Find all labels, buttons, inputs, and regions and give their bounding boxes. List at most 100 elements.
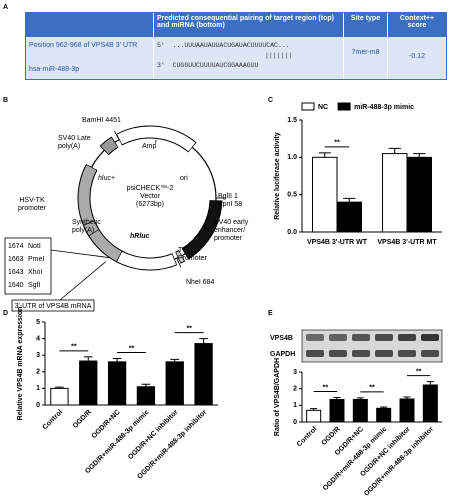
y-tick-label: 1.5	[287, 117, 297, 124]
sv40-early	[182, 200, 222, 259]
significance-label: **	[323, 384, 329, 391]
y-axis-label: Relative luciferase activity	[274, 132, 281, 220]
y-tick-label: 1	[36, 385, 40, 392]
blot-band	[375, 334, 393, 341]
blot-band	[306, 334, 324, 341]
error-bar	[318, 152, 331, 158]
bar	[399, 398, 415, 423]
significance-label: **	[186, 325, 192, 332]
error-bar	[199, 338, 208, 344]
blot	[301, 329, 443, 363]
y-axis-label: Ratio of VPS4B/GAPDH	[274, 358, 281, 436]
y-tick-label: 0.0	[287, 229, 297, 236]
mirna-seq-line: 3' CUGGUUCUUUUAUCGGAAAGUU	[157, 62, 340, 69]
bar	[422, 384, 438, 423]
panel-label: A	[3, 4, 8, 11]
map-label: ori	[180, 175, 188, 182]
insert-box	[11, 299, 95, 312]
map-label: NheI 684	[186, 279, 215, 286]
bar	[352, 399, 368, 423]
map-label: BamHI 4451	[82, 117, 121, 124]
target-table: Predicted consequential pairing of targe…	[25, 12, 447, 80]
map-label: SV40 Late	[58, 135, 91, 142]
map-label: 1674	[8, 243, 24, 250]
blot-band	[421, 334, 439, 341]
map-label: 1663	[8, 256, 24, 263]
insert-arrow	[59, 261, 106, 301]
map-label: Promoter	[178, 255, 207, 262]
error-bar	[426, 381, 434, 385]
panel-label: C	[268, 97, 273, 104]
blot-band	[329, 350, 347, 357]
map-label: (6273bp)	[136, 201, 164, 208]
map-label: Amp	[142, 143, 157, 150]
map-label: 3'-UTR of VPS4B mRNA	[15, 303, 92, 310]
bar	[50, 387, 69, 406]
site-pointer	[50, 249, 110, 259]
row-label: Position 962-968 of VPS4B 3' UTR hsa-miR…	[26, 37, 154, 79]
x-tick-label: VPS4B 3'-UTR WT	[307, 239, 368, 246]
y-tick-label: 2	[293, 386, 297, 393]
x-tick-label: OGD/R+NC	[91, 409, 122, 440]
map-label: HSV-TK	[19, 197, 45, 204]
bar	[79, 360, 98, 406]
y-tick-label: 3	[36, 352, 40, 359]
pairing-cell: 5' ...UUUAAUAUUACUGAUACUUUUCAC... ||||||…	[154, 37, 344, 79]
bar	[336, 201, 362, 233]
header-blank	[26, 13, 154, 37]
y-tick-label: 1.0	[287, 154, 297, 161]
map-label: psiCHECK™-2	[127, 185, 174, 192]
bar	[382, 153, 408, 233]
header-cell: Predicted consequential pairing of targe…	[154, 13, 344, 37]
bar	[306, 409, 322, 423]
map-label: promoter	[214, 235, 243, 242]
map-label: Vector	[140, 193, 161, 200]
x-tick-label: OGD/R	[321, 426, 342, 447]
map-label: 1640	[8, 282, 24, 289]
x-tick-label: Control	[296, 426, 319, 449]
seq: ...UUUAAUAUUACUGAUACUUUUCAC...	[172, 42, 290, 49]
bar	[312, 156, 338, 233]
header-cell: Context++ score	[399, 15, 435, 29]
blot-band	[352, 334, 370, 341]
y-tick-label: 0	[293, 419, 297, 426]
y-axis-label: Relative VPS4B mRNA expression	[17, 307, 24, 421]
map-label: poly(A)	[58, 143, 80, 150]
significance-label: **	[129, 345, 135, 352]
site-type: 7mer-m8	[344, 37, 388, 79]
y-tick-label: 4	[36, 335, 40, 342]
error-bar	[112, 358, 122, 362]
blot-band	[398, 350, 416, 357]
mirna-label: hsa-miR-488-3p	[29, 66, 80, 73]
map-label: T7	[178, 247, 186, 254]
bar	[165, 361, 184, 406]
header-cell: Site type	[344, 13, 388, 37]
y-tick-label: 0	[36, 402, 40, 409]
seq: CUGGUUCUUUUAUCGGAAAGUU	[172, 62, 259, 69]
sv40-late	[100, 137, 118, 155]
error-bar	[388, 147, 401, 154]
map-label: NotI	[28, 243, 41, 250]
hluc-gene	[78, 165, 125, 263]
legend-swatch	[337, 102, 351, 111]
legend-swatch	[301, 102, 315, 111]
blot-band	[421, 350, 439, 357]
bar	[406, 156, 432, 233]
y-tick-label: 0.5	[287, 192, 297, 199]
map-label: r	[155, 139, 158, 146]
y-tick-label: 2	[36, 369, 40, 376]
blot-label: GAPDH	[270, 351, 295, 358]
significance-label: **	[416, 369, 422, 376]
bar	[136, 386, 156, 406]
map-label: 1643	[8, 269, 24, 276]
blot-band	[329, 334, 347, 341]
hsv-tk	[83, 221, 99, 236]
y-tick-label: 5	[36, 319, 40, 326]
hrluc-gene	[117, 251, 177, 270]
significance-label: **	[369, 385, 375, 392]
map-label: XhoI	[28, 269, 42, 276]
map-label: BglII 1	[218, 193, 238, 200]
legend-label: NC	[318, 104, 328, 111]
map-label: hRluc	[130, 233, 150, 240]
